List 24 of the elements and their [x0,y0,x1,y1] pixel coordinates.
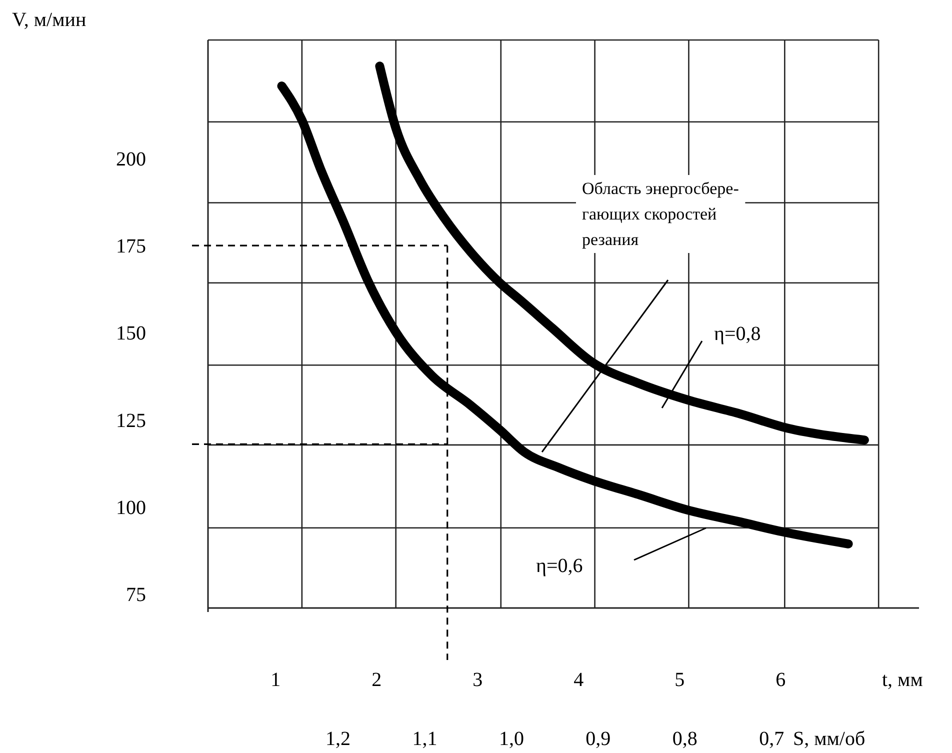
y-tick-label: 100 [116,496,146,519]
x-axis-title: t, мм [882,669,924,691]
x2-tick-label: 0,9 [586,728,611,750]
x-tick-label: 5 [674,669,685,691]
annotation: η=0,8 [714,323,761,345]
annotation: η=0,6 [536,555,583,577]
y-tick-label: 75 [126,584,146,606]
y-tick-label: 175 [116,236,146,258]
x2-axis-title: S, мм/об [793,728,866,750]
y-tick-label: 125 [116,410,146,432]
x2-tick-label: 1,2 [326,728,351,750]
x2-tick-label: 0,7 [759,728,784,750]
x2-tick-label: 1,1 [412,728,438,750]
y-axis-title: V, м/мин [12,9,86,31]
x2-tick-label: 0,8 [672,728,698,750]
x-tick-label: 4 [574,669,584,691]
annotation: Область энергосбере- гающих скоростей резания [582,179,740,249]
x2-tick-label: 1,0 [498,728,524,750]
x-tick-label: 2 [372,669,382,691]
x-tick-label: 1 [270,669,281,691]
y-tick-label: 150 [116,322,146,345]
x-tick-label: 6 [776,669,786,691]
x-tick-label: 3 [472,669,483,691]
y-tick-label: 200 [116,148,146,170]
